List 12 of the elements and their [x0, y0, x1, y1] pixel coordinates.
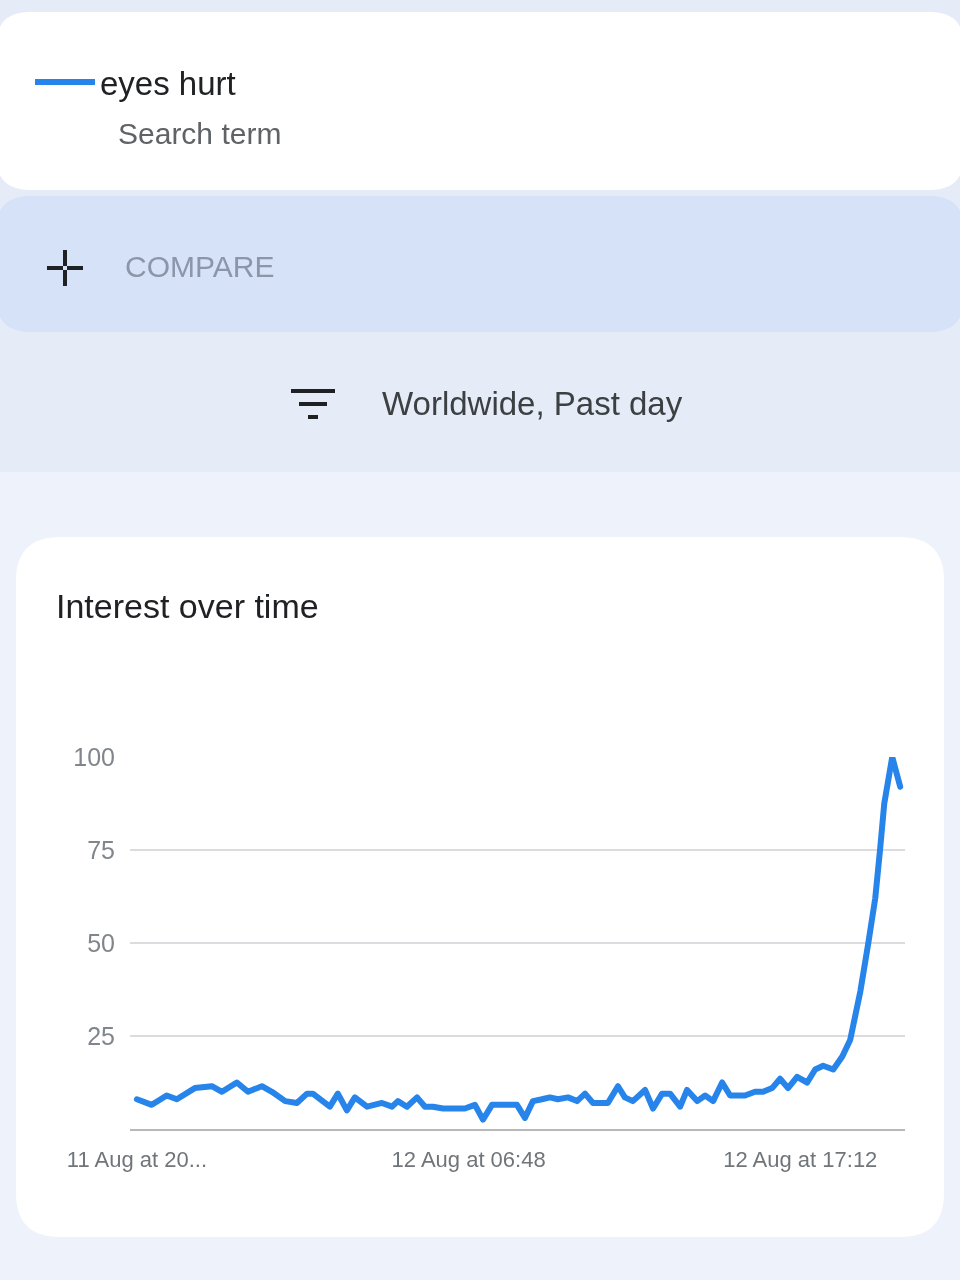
y-tick-label: 50: [87, 928, 115, 957]
x-tick-label: 12 Aug at 17:12: [723, 1147, 878, 1173]
y-tick-label: 75: [87, 835, 115, 864]
y-tick-label: 25: [87, 1021, 115, 1050]
y-tick-label: 100: [73, 742, 115, 771]
chart-title: Interest over time: [56, 586, 319, 625]
x-tick-label: 11 Aug at 20...: [66, 1147, 208, 1173]
text: Worldwide, Past day: [382, 385, 683, 422]
text: COMPARE: [125, 250, 275, 283]
legend-label: eyes hurt: [100, 64, 236, 102]
x-tick-label: 12 Aug at 06:48: [391, 1147, 546, 1173]
text: Search term: [118, 117, 282, 150]
